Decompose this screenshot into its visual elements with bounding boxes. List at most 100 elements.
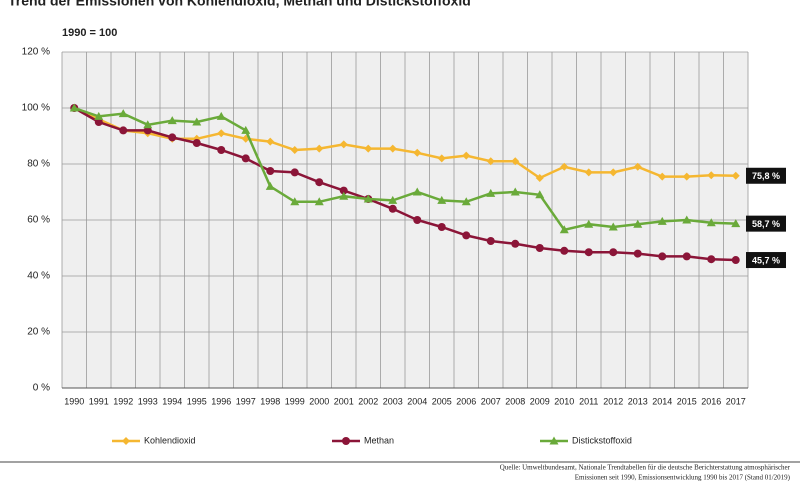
data-point	[486, 237, 495, 245]
legend-label: Distickstoffoxid	[572, 435, 632, 445]
data-point	[266, 137, 275, 146]
y-tick-label: 40 %	[27, 271, 50, 282]
data-point	[633, 162, 642, 171]
data-point	[560, 246, 569, 255]
x-tick-label: 2012	[603, 396, 623, 406]
data-point	[265, 181, 275, 190]
legend-label: Kohlendioxid	[144, 435, 196, 445]
y-tick-label: 80 %	[27, 159, 50, 170]
data-point	[364, 144, 373, 153]
data-point	[511, 239, 520, 248]
data-point	[167, 116, 177, 125]
data-point	[486, 157, 495, 166]
x-tick-label: 2015	[677, 396, 697, 406]
data-point	[437, 195, 447, 204]
source: Quelle: Umweltbundesamt, Nationale Trend…	[500, 464, 791, 472]
data-point	[731, 171, 740, 180]
data-point	[609, 248, 618, 257]
x-tick-label: 2009	[530, 396, 550, 406]
data-point	[388, 195, 398, 204]
data-point	[682, 215, 692, 224]
data-point	[535, 174, 544, 182]
data-point	[731, 219, 741, 228]
data-point	[462, 231, 471, 240]
x-tick-label: 2004	[407, 396, 427, 406]
data-point	[388, 144, 397, 153]
value-label: 75,8 %	[752, 171, 780, 181]
data-point	[413, 216, 422, 224]
x-tick-label: 2014	[652, 396, 672, 406]
legend-label: Methan	[364, 435, 394, 445]
y-tick-label: 60 %	[27, 215, 50, 226]
data-point	[315, 178, 324, 187]
data-point	[707, 255, 716, 264]
y-tick-label: 120 %	[22, 47, 50, 58]
data-point	[192, 139, 201, 147]
value-label-box	[746, 215, 786, 232]
data-point	[633, 249, 642, 258]
data-point	[731, 256, 740, 265]
series-line	[73, 106, 736, 262]
data-point	[315, 144, 324, 153]
data-point	[216, 111, 226, 120]
x-tick-label: 1999	[285, 396, 305, 406]
data-point	[143, 126, 152, 135]
data-point	[584, 248, 593, 257]
x-tick-label: 2000	[309, 396, 329, 406]
data-point	[168, 133, 177, 142]
data-point	[682, 252, 691, 261]
x-tick-label: 1998	[260, 396, 280, 406]
y-tick-label: 20 %	[27, 327, 50, 338]
data-point	[437, 154, 446, 163]
series-line	[73, 106, 736, 232]
data-point	[706, 218, 716, 227]
x-tick-label: 2006	[456, 396, 476, 406]
value-label-box	[746, 252, 786, 269]
data-point	[559, 225, 569, 234]
data-point	[119, 126, 128, 135]
x-tick-label: 2017	[726, 396, 746, 406]
data-point	[658, 172, 667, 181]
x-tick-label: 1991	[89, 396, 109, 406]
data-point	[339, 191, 349, 200]
data-point	[486, 188, 496, 197]
data-point	[682, 172, 691, 181]
data-point	[217, 129, 226, 138]
y-tick-label: 0 %	[33, 383, 50, 394]
data-point	[535, 190, 545, 199]
data-point	[608, 222, 618, 231]
data-point	[657, 216, 667, 225]
data-point	[339, 140, 348, 149]
data-point	[633, 219, 643, 228]
chart-subtitle: 1990 = 100	[62, 27, 117, 39]
legend-marker	[122, 437, 130, 445]
data-point	[707, 171, 716, 180]
x-tick-label: 2002	[358, 396, 378, 406]
legend-marker	[342, 437, 350, 445]
data-point	[241, 154, 250, 163]
x-tick-label: 1993	[138, 396, 158, 406]
x-tick-label: 2005	[432, 396, 452, 406]
data-point	[609, 168, 618, 177]
data-point	[118, 109, 128, 118]
data-point	[388, 204, 397, 213]
data-point	[363, 194, 373, 203]
data-point	[584, 219, 594, 228]
x-tick-label: 1997	[236, 396, 256, 406]
x-tick-label: 2003	[383, 396, 403, 406]
x-tick-label: 2001	[334, 396, 354, 406]
data-point	[462, 151, 471, 160]
data-point	[192, 117, 202, 126]
x-tick-label: 2008	[505, 396, 525, 406]
data-point	[560, 162, 569, 171]
data-point	[339, 186, 348, 195]
data-point	[290, 168, 299, 177]
data-point	[69, 103, 79, 112]
data-point	[535, 244, 544, 252]
data-point	[314, 197, 324, 206]
data-point	[437, 223, 446, 231]
data-point	[413, 148, 422, 157]
data-point	[584, 168, 593, 177]
data-point	[94, 111, 104, 120]
value-label: 45,7 %	[752, 255, 780, 265]
